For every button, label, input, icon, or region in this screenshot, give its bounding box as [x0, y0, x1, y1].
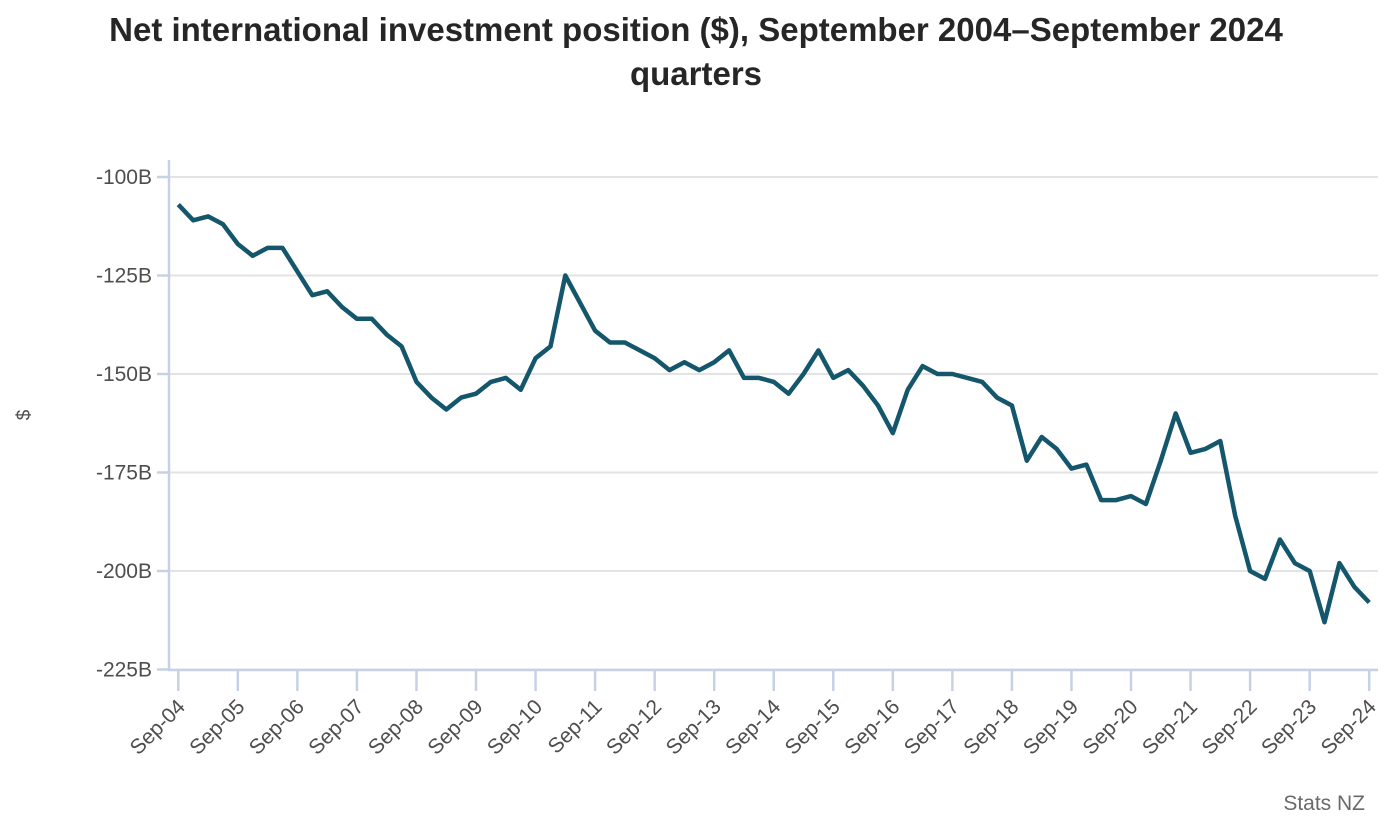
y-axis-ticks: -100B -125B -150B -175B -200B -225B — [96, 166, 168, 682]
y-tick-label: -175B — [96, 462, 152, 485]
x-tick-label: Sep-22 — [1197, 695, 1261, 759]
x-tick-label: Sep-23 — [1257, 695, 1321, 759]
x-tick-label: Sep-11 — [544, 695, 607, 758]
x-tick-label: Sep-21 — [1138, 695, 1202, 759]
axes — [167, 160, 1378, 672]
x-tick-label: Sep-09 — [423, 695, 487, 759]
x-tick-label: Sep-17 — [900, 695, 964, 759]
x-tick-label: Sep-20 — [1078, 695, 1142, 759]
niip-series-line — [176, 203, 1371, 625]
x-tick-label: Sep-06 — [245, 695, 309, 759]
y-tick-label: -225B — [96, 659, 152, 682]
x-tick-label: Sep-14 — [721, 695, 785, 759]
title-wrap: Net international investment position ($… — [0, 8, 1392, 95]
x-tick-label: Sep-12 — [602, 695, 666, 759]
y-axis-title: $ — [14, 409, 35, 420]
x-tick-label: Sep-08 — [364, 695, 428, 759]
y-tick-label: -150B — [96, 363, 152, 386]
x-tick-label: Sep-07 — [304, 695, 368, 759]
x-tick-label: Sep-10 — [483, 695, 547, 759]
y-tick-label: -100B — [96, 166, 152, 189]
x-tick-label: Sep-04 — [126, 695, 190, 759]
x-tick-label: Sep-15 — [781, 695, 845, 759]
y-tick-label: -125B — [96, 265, 152, 288]
x-tick-label: Sep-05 — [185, 695, 249, 759]
gridlines — [169, 176, 1378, 671]
x-tick-label: Sep-13 — [662, 695, 726, 759]
source-credit: Stats NZ — [1283, 792, 1365, 815]
x-tick-label: Sep-18 — [959, 695, 1023, 759]
x-tick-label: Sep-16 — [840, 695, 904, 759]
x-tick-label: Sep-24 — [1317, 695, 1381, 759]
chart-title: Net international investment position ($… — [109, 11, 1283, 92]
x-tick-label: Sep-19 — [1019, 695, 1083, 759]
x-axis-ticks: Sep-04Sep-05Sep-06Sep-07Sep-08Sep-09Sep-… — [126, 671, 1381, 759]
y-tick-label: -200B — [96, 560, 152, 583]
